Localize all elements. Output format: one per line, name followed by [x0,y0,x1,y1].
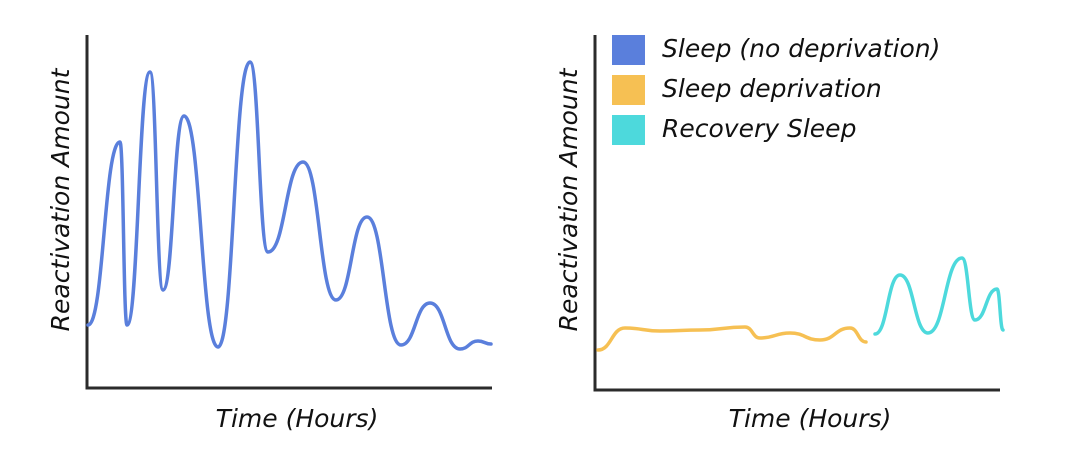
axes [593,35,1000,392]
legend-swatch [612,35,645,65]
curve [86,60,493,351]
curve [596,325,868,352]
axes [85,35,492,390]
legend-label: Recovery Sleep [662,114,856,143]
legend-label: Sleep deprivation [662,74,882,103]
curve [873,256,1005,336]
legend-label: Sleep (no deprivation) [662,34,940,63]
x-axis-label: Time (Hours) [216,404,379,433]
y-axis-label: Reactivation Amount [46,67,75,331]
legend-swatch [612,115,645,145]
x-axis-label: Time (Hours) [729,404,892,433]
legend-swatch [612,75,645,105]
y-axis-label: Reactivation Amount [554,67,583,331]
